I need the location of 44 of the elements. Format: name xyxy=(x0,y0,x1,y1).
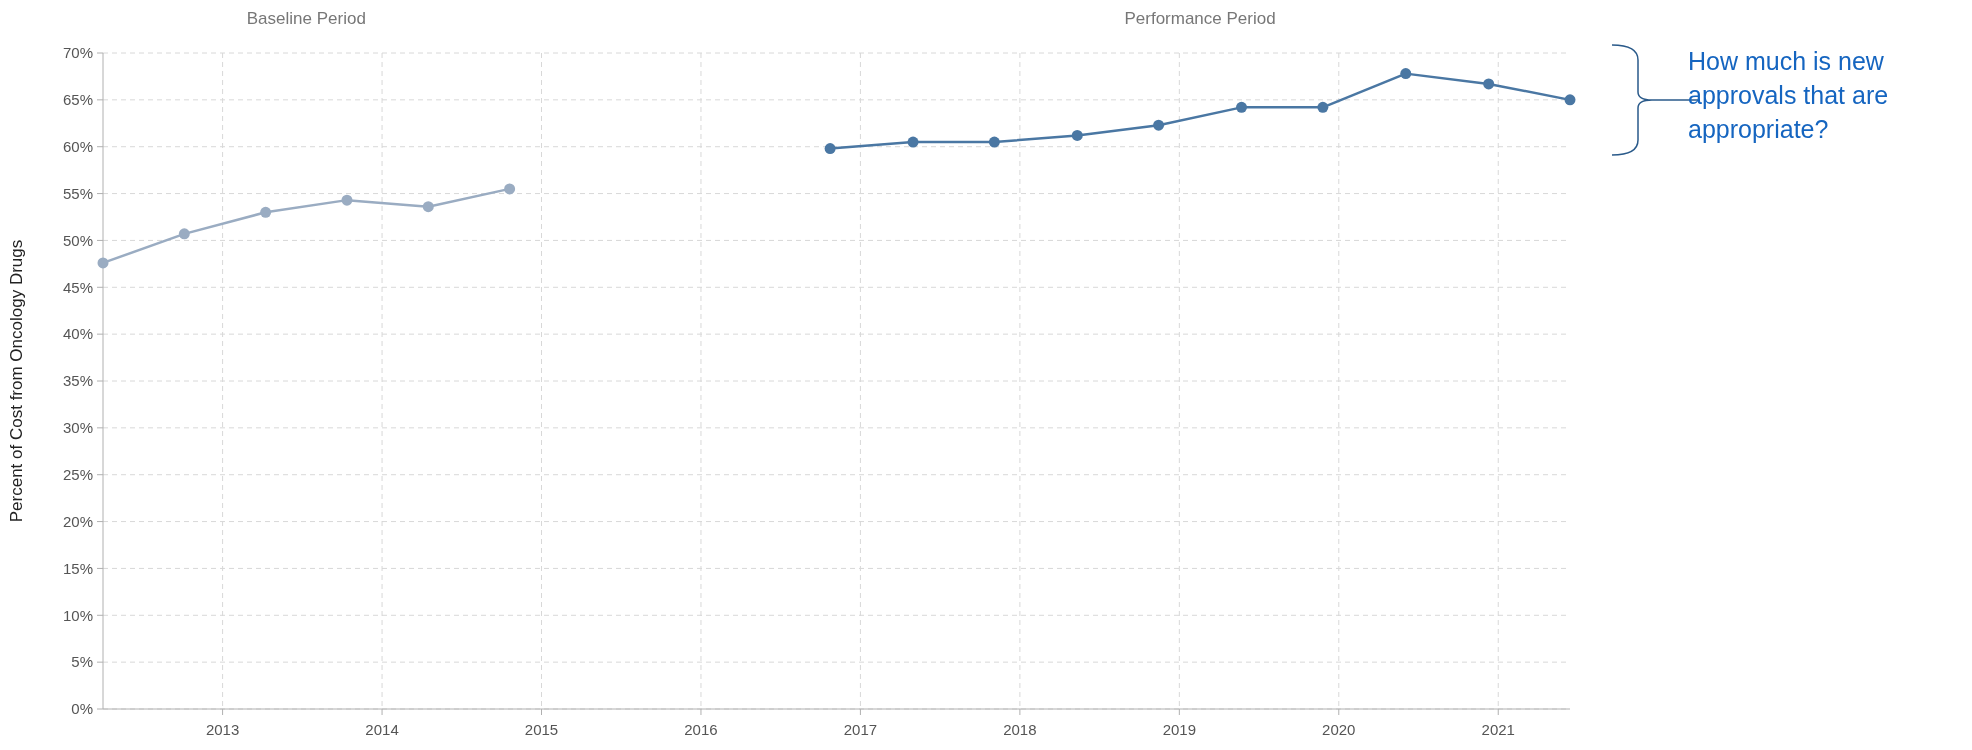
x-tick-label: 2014 xyxy=(365,721,399,738)
point xyxy=(1483,78,1495,90)
y-tick-label: 50% xyxy=(62,231,93,249)
point xyxy=(341,194,353,206)
point xyxy=(422,201,434,213)
y-tick-label: 55% xyxy=(62,184,93,202)
x-tick-label: 2019 xyxy=(1162,721,1197,738)
y-tick-label: 10% xyxy=(62,606,93,624)
point xyxy=(1236,101,1248,113)
y-tick-label: 5% xyxy=(71,653,93,671)
point xyxy=(824,143,836,155)
y-axis-title: Percent of Cost from Oncology Drugs xyxy=(7,239,26,523)
point xyxy=(1564,94,1576,106)
point xyxy=(907,136,919,148)
y-tick-label: 40% xyxy=(62,325,93,343)
y-tick-label: 70% xyxy=(62,44,93,62)
x-tick-label: 2021 xyxy=(1481,721,1515,738)
y-tick-label: 20% xyxy=(62,512,93,530)
x-tick-label: 2013 xyxy=(205,721,240,738)
x-tick-label: 2020 xyxy=(1322,721,1356,738)
point xyxy=(1317,101,1329,113)
point xyxy=(1153,119,1165,131)
point xyxy=(1071,129,1083,141)
point xyxy=(97,257,109,269)
y-tick-label: 25% xyxy=(62,465,93,483)
y-tick-label: 45% xyxy=(62,278,93,296)
y-tick-label: 60% xyxy=(62,137,93,155)
y-tick-label: 0% xyxy=(71,700,93,718)
point xyxy=(1400,68,1412,80)
point xyxy=(504,183,516,195)
y-tick-label: 30% xyxy=(62,419,93,437)
y-tick-label: 35% xyxy=(62,372,93,390)
y-tick-label: 65% xyxy=(62,91,93,109)
x-tick-label: 2017 xyxy=(843,721,878,738)
text: How much is new approvals that are appropriate? xyxy=(1688,47,1889,143)
x-tick-label: 2018 xyxy=(1003,721,1037,738)
x-tick-label: 2015 xyxy=(524,721,559,738)
text: Baseline Period xyxy=(246,9,366,28)
x-tick-label: 2016 xyxy=(684,721,718,738)
y-tick-label: 15% xyxy=(62,559,93,577)
point xyxy=(260,206,272,218)
point xyxy=(988,136,1000,148)
text: Performance Period xyxy=(1124,9,1276,28)
point xyxy=(178,228,190,240)
